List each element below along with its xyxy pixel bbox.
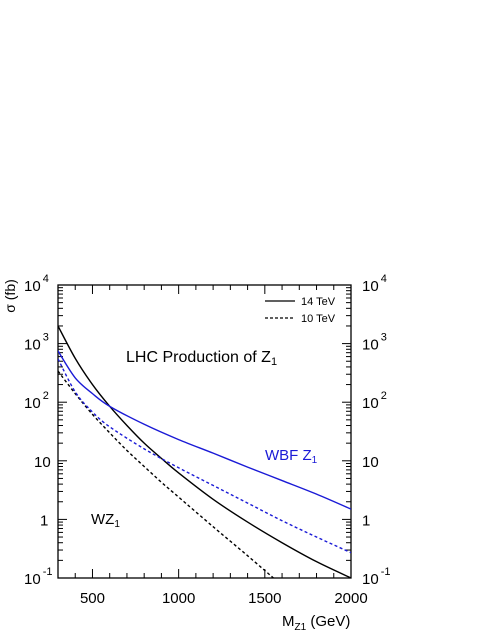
annotation-wbf: WBF Z1 [265, 447, 318, 466]
y-tick-label-right: 10 3 [362, 332, 387, 354]
annotation-lhc-production-sub: 1 [271, 356, 277, 368]
y-tick-label-left: 10 [34, 454, 51, 471]
annotation-wz: WZ1 [91, 511, 120, 530]
y-tick-label-base: 10 [34, 454, 51, 471]
y-tick-label-exponent: 2 [381, 390, 387, 402]
x-axis-label: MZ1 (GeV) [282, 613, 350, 633]
x-tick-label: 500 [80, 590, 105, 607]
y-tick-label-base: 10 [24, 571, 41, 588]
y-tick-label-right: 10 4 [362, 273, 387, 295]
legend-label-10tev: 10 TeV [301, 313, 336, 325]
y-tick-label-exponent: 4 [381, 273, 387, 285]
y-tick-label-right: 10 [362, 454, 379, 471]
legend-label-14tev: 14 TeV [301, 296, 336, 308]
y-tick-label-base: 10 [362, 337, 379, 354]
y-tick-label-base: 10 [362, 395, 379, 412]
x-axis-label-main: M [282, 613, 295, 630]
y-tick-label-base: 10 [24, 395, 41, 412]
y-axis-label: σ (fb) [2, 279, 18, 313]
y-tick-label-right: 10 2 [362, 390, 387, 412]
x-tick-label: 1500 [248, 590, 281, 607]
annotation-wbf-sub: 1 [312, 455, 318, 466]
y-tick-label-right: 10 -1 [362, 566, 390, 588]
y-tick-label-left: 10 -1 [24, 566, 52, 588]
y-tick-label-left: 10 3 [24, 332, 49, 354]
y-tick-label-exponent: -1 [381, 566, 391, 578]
series-line-wz1-10tev [58, 370, 274, 578]
y-tick-label-base: 1 [40, 512, 48, 529]
annotation-wz-sub: 1 [114, 519, 120, 530]
annotation-lhc-production-text: LHC Production of Z [126, 349, 271, 366]
y-tick-label-exponent: 2 [43, 390, 49, 402]
y-tick-label-exponent: 3 [43, 332, 49, 344]
y-tick-label-base: 10 [24, 337, 41, 354]
annotation-lhc-production: LHC Production of Z1 [126, 349, 277, 368]
y-tick-label-exponent: 3 [381, 332, 387, 344]
y-tick-label-base: 10 [362, 571, 379, 588]
y-tick-label-exponent: -1 [43, 566, 53, 578]
x-axis-label-unit: (GeV) [306, 613, 350, 630]
x-tick-label: 1000 [162, 590, 195, 607]
y-tick-label-base: 10 [362, 278, 379, 295]
annotation-wbf-text: WBF Z [265, 447, 312, 464]
series-line-wz1-14tev [58, 325, 351, 578]
series-line-wbf-z1-10tev [58, 358, 351, 554]
y-tick-label-base: 10 [24, 278, 41, 295]
y-tick-label-base: 10 [362, 454, 379, 471]
y-tick-label-exponent: 4 [43, 273, 49, 285]
x-axis-label-sub: Z1 [295, 622, 307, 633]
y-tick-label-left: 10 2 [24, 390, 49, 412]
y-tick-label-left: 1 [40, 512, 48, 529]
legend: 14 TeV 10 TeV [265, 296, 336, 325]
annotation-wz-text: WZ [91, 511, 114, 528]
y-tick-label-right: 1 [362, 512, 370, 529]
y-tick-label-left: 10 4 [24, 273, 49, 295]
axis-ticks [57, 284, 352, 579]
x-tick-label: 2000 [334, 590, 367, 607]
y-tick-label-base: 1 [362, 512, 370, 529]
x-tick-labels: 500 1000 1500 2000 [80, 590, 368, 607]
plot-frame [57, 284, 352, 579]
series-line-wbf-z1-14tev [58, 350, 351, 510]
series-lines [58, 325, 351, 578]
